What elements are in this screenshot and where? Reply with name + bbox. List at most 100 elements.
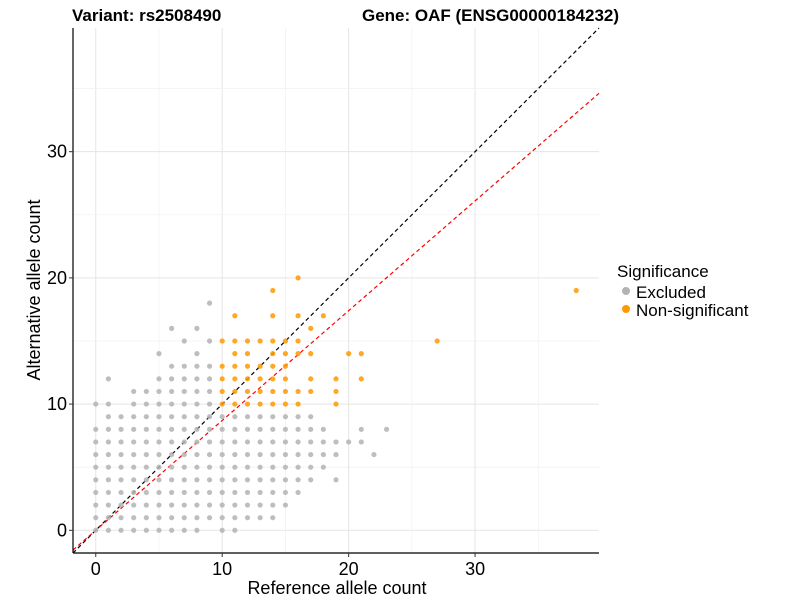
data-point-excluded (131, 464, 137, 470)
data-point-excluded (219, 527, 225, 533)
data-point-non-significant (308, 388, 314, 395)
data-point-non-significant (232, 351, 238, 357)
reference-lines (72, 27, 600, 554)
data-point-non-significant (232, 338, 238, 344)
data-point-excluded (105, 426, 112, 432)
data-point-excluded (308, 414, 314, 420)
x-tick-label: 20 (339, 559, 359, 579)
data-point-excluded (308, 477, 314, 483)
data-point-excluded (232, 489, 238, 496)
data-point-excluded (270, 477, 276, 483)
data-point-excluded (93, 464, 99, 470)
data-point-excluded (131, 527, 137, 533)
data-point-non-significant (219, 376, 225, 382)
data-point-excluded (93, 426, 99, 432)
data-point-excluded (232, 502, 238, 508)
data-point-excluded (93, 527, 99, 533)
data-point-excluded (206, 338, 213, 344)
data-point-excluded (333, 451, 339, 458)
data-point-excluded (143, 451, 149, 458)
data-point-non-significant (244, 351, 251, 357)
data-point-excluded (118, 451, 124, 458)
data-point-excluded (118, 439, 124, 445)
data-point-excluded (244, 451, 251, 458)
legend-swatch-excluded (622, 287, 630, 295)
data-point-excluded (143, 502, 149, 508)
data-point-non-significant (282, 338, 289, 344)
data-point-excluded (169, 363, 175, 369)
data-point-excluded (295, 464, 301, 470)
data-point-non-significant (219, 401, 225, 407)
data-point-non-significant (308, 351, 314, 357)
data-point-excluded (118, 414, 124, 420)
data-point-non-significant (257, 338, 263, 344)
data-point-excluded (206, 464, 213, 470)
data-point-excluded (358, 439, 364, 445)
data-point-excluded (143, 527, 149, 533)
data-point-excluded (181, 451, 187, 458)
data-point-excluded (244, 439, 251, 445)
data-point-excluded (143, 515, 149, 521)
data-point-excluded (270, 426, 276, 432)
data-point-excluded (295, 414, 301, 420)
data-point-excluded (206, 502, 213, 508)
data-point-excluded (308, 464, 314, 470)
data-point-non-significant (244, 363, 251, 369)
data-point-excluded (181, 338, 187, 344)
data-point-excluded (156, 489, 162, 496)
data-point-excluded (169, 376, 175, 382)
legend-swatch-nonsignificant (622, 305, 630, 313)
data-point-excluded (118, 515, 124, 521)
data-point-excluded (118, 527, 124, 533)
data-point-excluded (105, 376, 112, 382)
data-points (93, 275, 579, 533)
data-point-excluded (270, 414, 276, 420)
data-point-excluded (295, 426, 301, 432)
data-point-excluded (194, 414, 200, 420)
data-point-excluded (295, 439, 301, 445)
data-point-excluded (118, 502, 124, 508)
data-point-non-significant (308, 325, 314, 331)
data-point-excluded (206, 426, 213, 432)
data-point-excluded (194, 351, 200, 357)
data-point-excluded (143, 414, 149, 420)
data-point-excluded (131, 515, 137, 521)
data-point-excluded (194, 426, 200, 432)
data-point-excluded (118, 464, 124, 470)
data-point-excluded (194, 401, 200, 407)
data-point-excluded (308, 426, 314, 432)
data-point-excluded (346, 439, 352, 445)
data-point-excluded (206, 414, 213, 420)
data-point-non-significant (295, 275, 301, 281)
data-point-excluded (219, 489, 225, 496)
data-point-excluded (156, 502, 162, 508)
data-point-excluded (93, 502, 99, 508)
data-point-excluded (282, 426, 289, 432)
data-point-excluded (93, 489, 99, 496)
data-point-excluded (156, 477, 162, 483)
data-point-excluded (320, 439, 326, 445)
data-point-excluded (131, 401, 137, 407)
data-point-non-significant (333, 376, 339, 382)
data-point-excluded (206, 376, 213, 382)
data-point-excluded (194, 451, 200, 458)
data-point-excluded (232, 477, 238, 483)
legend-label-nonsignificant: Non-significant (636, 301, 749, 320)
data-point-excluded (206, 363, 213, 369)
data-point-excluded (371, 451, 377, 458)
data-point-non-significant (282, 363, 289, 369)
y-axis-label: Alternative allele count (24, 199, 44, 380)
data-point-excluded (270, 502, 276, 508)
data-point-excluded (244, 426, 251, 432)
data-point-excluded (169, 477, 175, 483)
data-point-excluded (320, 451, 326, 458)
data-point-excluded (194, 363, 200, 369)
data-point-excluded (105, 401, 112, 407)
data-point-excluded (320, 464, 326, 470)
data-point-non-significant (257, 401, 263, 407)
data-point-excluded (257, 515, 263, 521)
data-point-excluded (270, 515, 276, 521)
data-point-excluded (232, 464, 238, 470)
data-point-excluded (156, 515, 162, 521)
